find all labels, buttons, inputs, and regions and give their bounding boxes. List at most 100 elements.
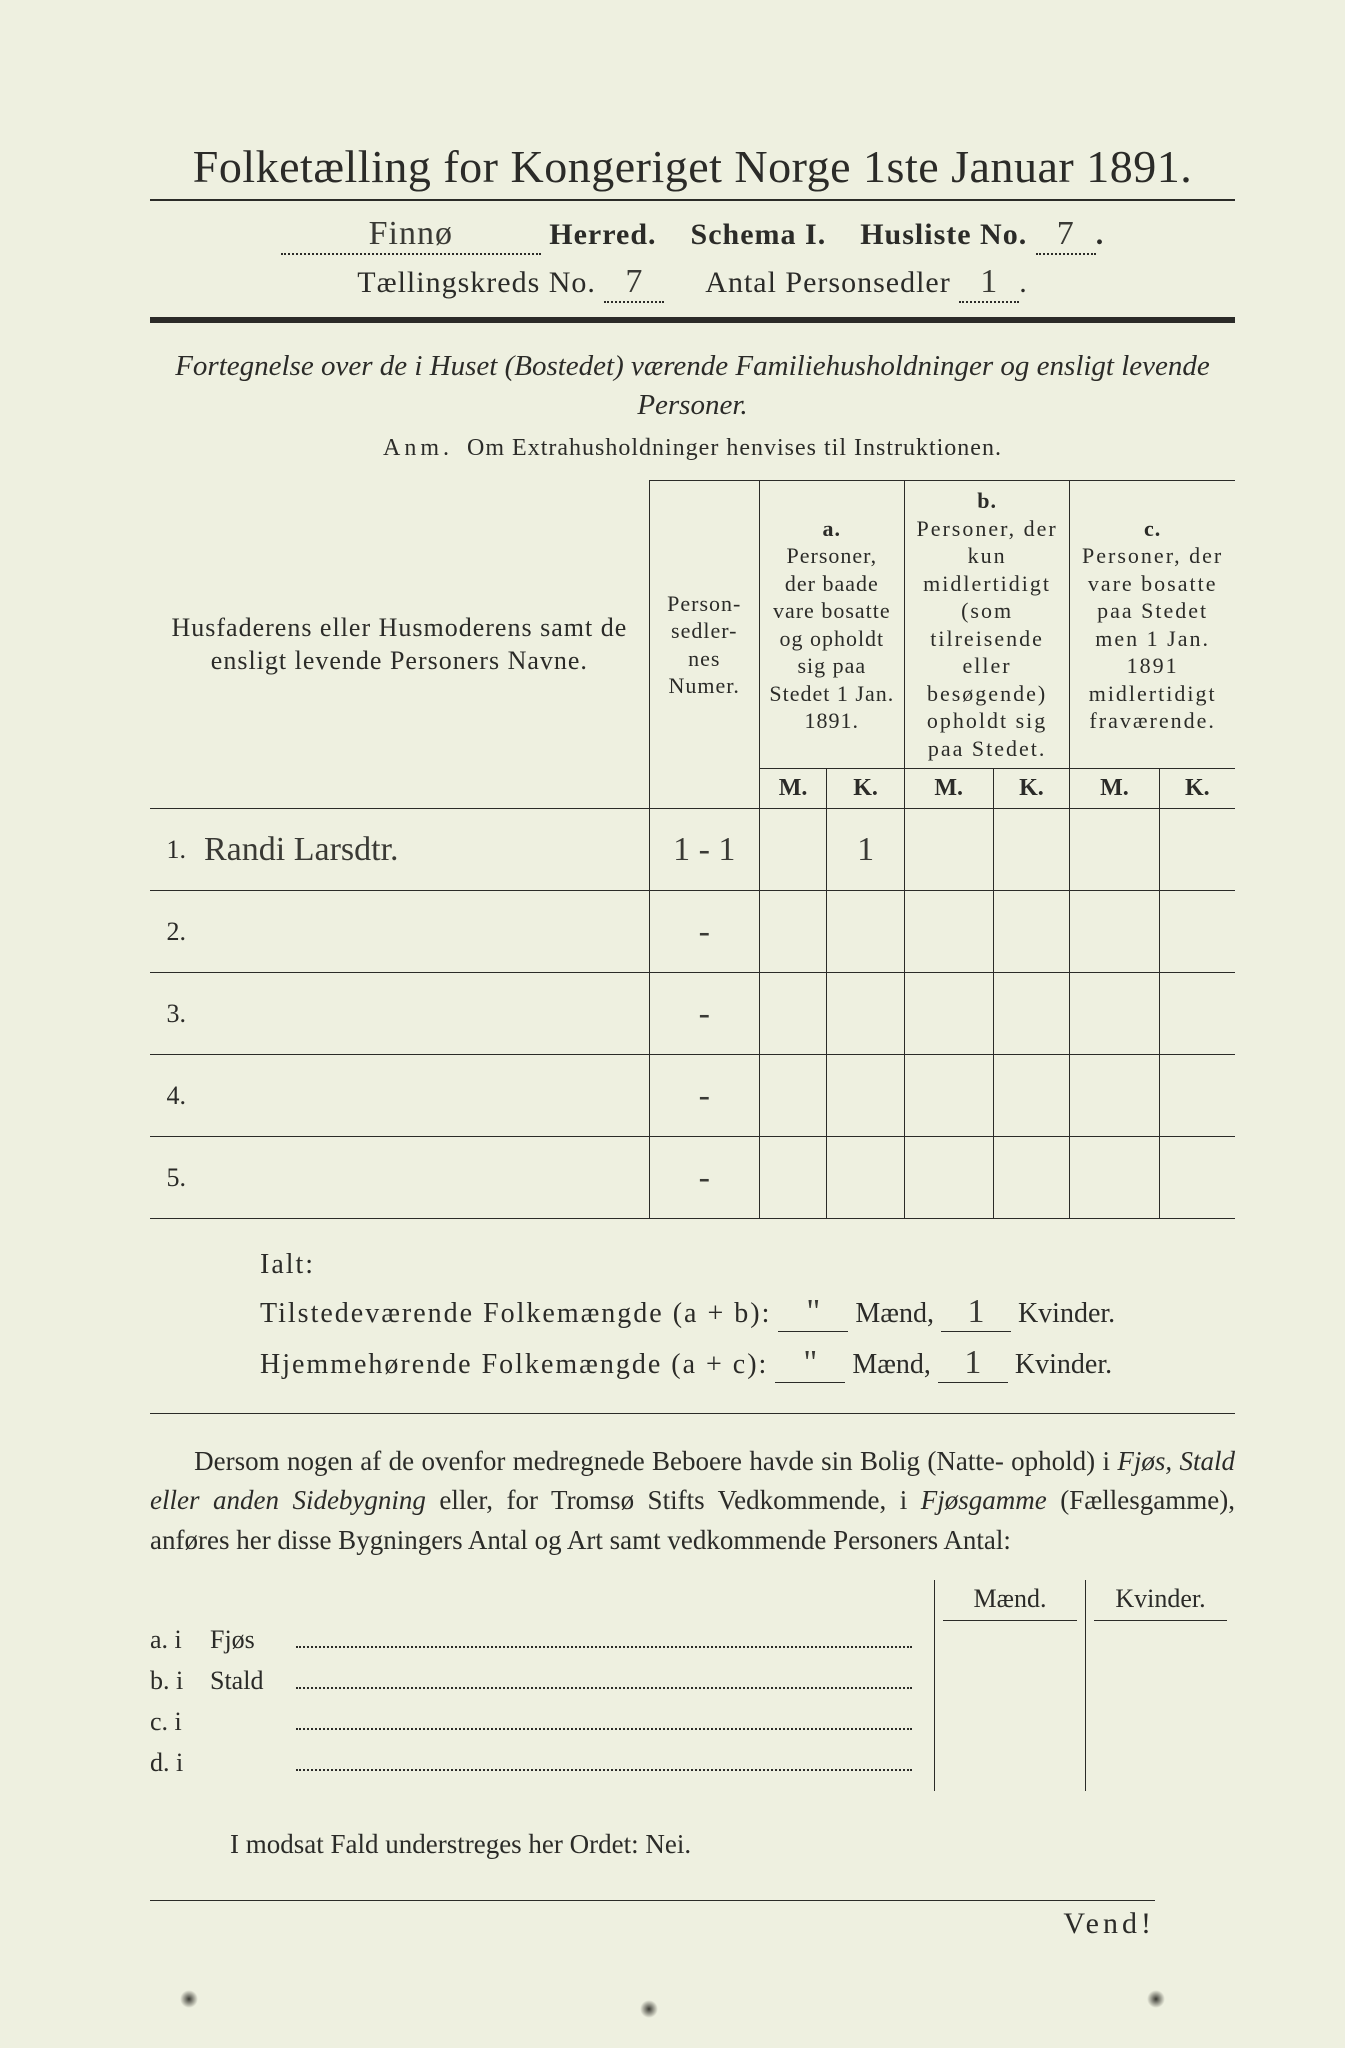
- ac-kvinder: 1: [938, 1344, 1008, 1383]
- row-c-m: [1070, 1137, 1159, 1219]
- row-b-m: [904, 809, 993, 891]
- row-numer: -: [649, 973, 759, 1055]
- bygning-row-label: b. i: [150, 1666, 210, 1696]
- row-numer: -: [649, 1137, 759, 1219]
- anm-text: Om Extrahusholdninger henvises til Instr…: [467, 435, 1002, 461]
- row-c-k: [1159, 1055, 1235, 1137]
- row-numer: 1 - 1: [649, 809, 759, 891]
- bygning-row-text: Stald: [210, 1666, 290, 1696]
- ialt-line-ab: Tilstedeværende Folkemængde (a + b): " M…: [260, 1293, 1235, 1332]
- hdr-a-m: M.: [759, 769, 827, 809]
- census-form-page: Folketælling for Kongeriget Norge 1ste J…: [0, 0, 1345, 2048]
- bygning-col-kvinder: Kvinder.: [1085, 1580, 1235, 1791]
- row-number: 4.: [150, 1055, 196, 1137]
- smudge-icon: [640, 2000, 658, 2018]
- row-number: 5.: [150, 1137, 196, 1219]
- page-title: Folketælling for Kongeriget Norge 1ste J…: [150, 140, 1235, 201]
- row-a-k: 1: [827, 809, 905, 891]
- antal-label: Antal Personsedler: [705, 266, 950, 299]
- ac-maend: ": [775, 1344, 845, 1383]
- row-c-k: [1159, 809, 1235, 891]
- bygning-col-maend: Mænd.: [935, 1580, 1085, 1791]
- row-b-m: [904, 1137, 993, 1219]
- antal-val: 1: [959, 263, 1019, 303]
- bygning-row-label: d. i: [150, 1748, 210, 1778]
- hdr-b: b. Personer, der kun midlertidigt (som t…: [904, 481, 1069, 769]
- ialt-block: Ialt: Tilstedeværende Folkemængde (a + b…: [260, 1249, 1235, 1383]
- row-number: 2.: [150, 891, 196, 973]
- anm-prefix: Anm.: [383, 435, 453, 461]
- row-name: [196, 891, 649, 973]
- kreds-no: 7: [604, 263, 664, 303]
- table-row: 3. -: [150, 973, 1235, 1055]
- fortegnelse: Fortegnelse over de i Huset (Bostedet) v…: [150, 347, 1235, 425]
- husliste-no: 7: [1036, 215, 1096, 255]
- dotted-leader: [296, 1622, 912, 1648]
- anm-line: Anm. Om Extrahusholdninger henvises til …: [150, 435, 1235, 462]
- bygning-list: a. iFjøsb. iStaldc. id. i: [150, 1580, 934, 1786]
- hdr-names: Husfaderens eller Husmoderens samt de en…: [150, 481, 649, 809]
- row-b-k: [993, 1137, 1070, 1219]
- bygning-row-text: Fjøs: [210, 1625, 290, 1655]
- ialt-line-ac: Hjemmehørende Folkemængde (a + c): " Mæn…: [260, 1344, 1235, 1383]
- herred-label: Herred.: [549, 218, 656, 251]
- row-b-m: [904, 1055, 993, 1137]
- vend-label: Vend!: [150, 1900, 1155, 1941]
- thick-rule: [150, 317, 1235, 323]
- bygning-row: d. i: [150, 1745, 918, 1778]
- hdr-c-m: M.: [1070, 769, 1159, 809]
- thin-rule: [150, 1413, 1235, 1414]
- ab-maend: ": [778, 1293, 848, 1332]
- hdr-c-k: K.: [1159, 769, 1235, 809]
- hdr-a: a. Personer, der baade vare bosatte og o…: [759, 481, 904, 769]
- dotted-leader: [296, 1663, 912, 1689]
- line-herred: Finnø Herred. Schema I. Husliste No. 7.: [150, 215, 1235, 255]
- herred-name: Finnø: [281, 215, 541, 255]
- hdr-c: c. Personer, der vare bosatte paa Stedet…: [1070, 481, 1235, 769]
- hdr-b-m: M.: [904, 769, 993, 809]
- smudge-icon: [180, 1990, 198, 2008]
- line-kreds: Tællingskreds No. 7 Antal Personsedler 1…: [150, 263, 1235, 303]
- row-number: 1.: [150, 809, 196, 891]
- bygning-row: b. iStald: [150, 1663, 918, 1696]
- row-b-k: [993, 891, 1070, 973]
- modsat-line: I modsat Fald understreges her Ordet: Ne…: [230, 1829, 1235, 1860]
- dotted-leader: [296, 1745, 912, 1771]
- row-b-k: [993, 1055, 1070, 1137]
- hdr-numer: Person- sedler- nes Numer.: [649, 481, 759, 809]
- main-table: Husfaderens eller Husmoderens samt de en…: [150, 480, 1235, 1219]
- bygning-block: a. iFjøsb. iStaldc. id. i Mænd. Kvinder.: [150, 1580, 1235, 1791]
- row-a-m: [759, 809, 827, 891]
- dotted-leader: [296, 1704, 912, 1730]
- ab-kvinder: 1: [941, 1293, 1011, 1332]
- bygning-cols: Mænd. Kvinder.: [934, 1580, 1235, 1791]
- bygning-row-label: a. i: [150, 1625, 210, 1655]
- row-a-k: [827, 1055, 905, 1137]
- row-name: Randi Larsdtr.: [196, 809, 649, 891]
- bygning-row-label: c. i: [150, 1707, 210, 1737]
- row-name: [196, 1055, 649, 1137]
- row-c-k: [1159, 1137, 1235, 1219]
- row-c-k: [1159, 891, 1235, 973]
- row-c-k: [1159, 973, 1235, 1055]
- row-a-m: [759, 891, 827, 973]
- row-name: [196, 1137, 649, 1219]
- row-c-m: [1070, 891, 1159, 973]
- row-b-m: [904, 973, 993, 1055]
- row-name: [196, 973, 649, 1055]
- schema-label: Schema I.: [691, 218, 827, 251]
- bygning-row: a. iFjøs: [150, 1622, 918, 1655]
- smudge-icon: [1147, 1990, 1165, 2008]
- row-a-k: [827, 1137, 905, 1219]
- table-row: 1.Randi Larsdtr.1 - 1 1: [150, 809, 1235, 891]
- ialt-label: Ialt:: [260, 1249, 1235, 1281]
- row-c-m: [1070, 809, 1159, 891]
- hdr-a-k: K.: [827, 769, 905, 809]
- row-b-m: [904, 891, 993, 973]
- row-number: 3.: [150, 973, 196, 1055]
- kreds-label: Tællingskreds No.: [357, 266, 596, 299]
- row-a-k: [827, 973, 905, 1055]
- table-row: 4.-: [150, 1055, 1235, 1137]
- row-a-m: [759, 1137, 827, 1219]
- row-a-k: [827, 891, 905, 973]
